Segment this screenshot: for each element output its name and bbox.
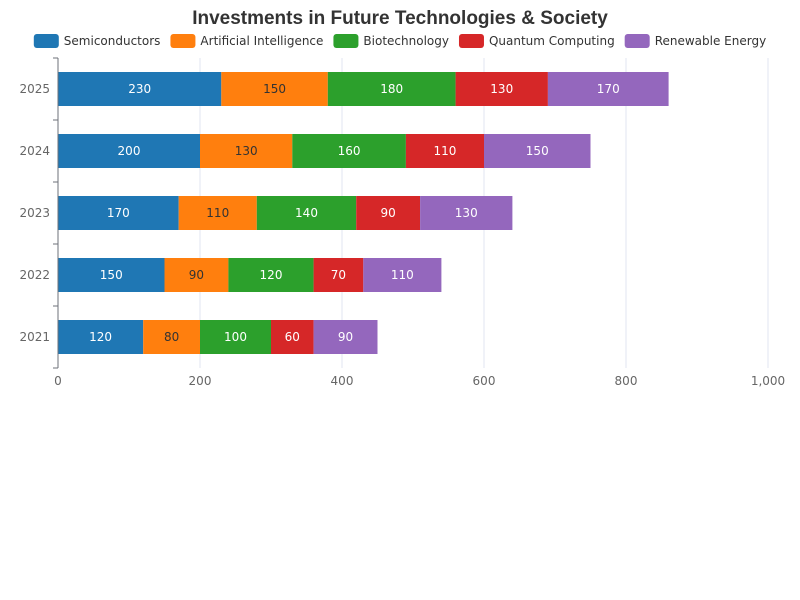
legend-swatch: [333, 34, 359, 48]
legend-item-renewable-energy[interactable]: Renewable Energy: [624, 34, 767, 48]
bar-renewable-energy-2025[interactable]: [547, 72, 669, 106]
bar-quantum-computing-2021[interactable]: [271, 320, 314, 354]
bar-renewable-energy-2022[interactable]: [363, 258, 442, 292]
bar-value-label: 230: [128, 82, 151, 96]
y-tick-label: 2022: [19, 268, 50, 282]
legend-swatch: [33, 34, 59, 48]
bar-value-label: 130: [235, 144, 258, 158]
bar-biotechnology-2025[interactable]: [327, 72, 456, 106]
bar-value-label: 130: [455, 206, 478, 220]
y-tick-label: 2023: [19, 206, 50, 220]
y-tick-label: 2024: [19, 144, 50, 158]
bar-value-label: 130: [490, 82, 513, 96]
bar-artificial-intelligence-2022[interactable]: [164, 258, 229, 292]
bar-artificial-intelligence-2021[interactable]: [143, 320, 200, 354]
bar-semiconductors-2021[interactable]: [58, 320, 144, 354]
bar-quantum-computing-2022[interactable]: [313, 258, 364, 292]
x-tick-label: 400: [331, 374, 354, 388]
legend-label: Quantum Computing: [489, 34, 615, 48]
bar-value-label: 90: [338, 330, 353, 344]
legend-swatch: [624, 34, 650, 48]
bar-value-label: 120: [89, 330, 112, 344]
legend-label: Artificial Intelligence: [200, 34, 323, 48]
legend-swatch: [458, 34, 484, 48]
bar-value-label: 170: [107, 206, 130, 220]
chart-title: Investments in Future Technologies & Soc…: [192, 8, 608, 29]
x-tick-label: 0: [54, 374, 62, 388]
bar-value-label: 80: [164, 330, 179, 344]
bar-biotechnology-2021[interactable]: [200, 320, 271, 354]
bar-value-label: 150: [526, 144, 549, 158]
bar-value-label: 180: [380, 82, 403, 96]
bar-artificial-intelligence-2024[interactable]: [200, 134, 293, 168]
bar-semiconductors-2022[interactable]: [58, 258, 165, 292]
bar-row-2023: 170 110 140 90 130: [58, 196, 513, 230]
bar-artificial-intelligence-2025[interactable]: [221, 72, 328, 106]
bar-value-label: 100: [224, 330, 247, 344]
bar-value-label: 200: [118, 144, 141, 158]
bar-value-label: 140: [295, 206, 318, 220]
bar-biotechnology-2023[interactable]: [256, 196, 357, 230]
bar-artificial-intelligence-2023[interactable]: [178, 196, 257, 230]
x-tick-label: 200: [189, 374, 212, 388]
legend-item-biotechnology[interactable]: Biotechnology: [333, 34, 449, 48]
bar-value-label: 60: [285, 330, 300, 344]
bar-value-label: 90: [189, 268, 204, 282]
bar-row-2022: 150 90 120 70 110: [58, 258, 442, 292]
bar-renewable-energy-2024[interactable]: [484, 134, 591, 168]
y-tick-label: 2021: [19, 330, 50, 344]
legend: Semiconductors Artificial Intelligence Bio…: [33, 34, 767, 48]
bar-row-2024: 200 130 160 110 150: [58, 134, 591, 168]
bar-biotechnology-2022[interactable]: [228, 258, 314, 292]
bar-biotechnology-2024[interactable]: [292, 134, 406, 168]
bar-row-2021: 120 80 100 60 90: [58, 320, 378, 354]
bar-value-label: 110: [433, 144, 456, 158]
bar-quantum-computing-2024[interactable]: [405, 134, 484, 168]
bar-renewable-energy-2023[interactable]: [420, 196, 513, 230]
x-tick-label: 800: [615, 374, 638, 388]
legend-item-artificial-intelligence[interactable]: Artificial Intelligence: [170, 34, 323, 48]
bar-value-label: 110: [391, 268, 414, 282]
bar-quantum-computing-2025[interactable]: [455, 72, 548, 106]
bar-value-label: 150: [263, 82, 286, 96]
x-tick-label: 600: [473, 374, 496, 388]
bar-value-label: 90: [381, 206, 396, 220]
legend-item-quantum-computing[interactable]: Quantum Computing: [458, 34, 615, 48]
bar-quantum-computing-2023[interactable]: [356, 196, 421, 230]
legend-label: Renewable Energy: [655, 34, 767, 48]
legend-label: Biotechnology: [363, 34, 449, 48]
bar-row-2025: 230 150 180 130 170: [58, 72, 669, 106]
bar-value-label: 70: [331, 268, 346, 282]
x-tick-label: 1,000: [751, 374, 785, 388]
legend-swatch: [170, 34, 196, 48]
bar-value-label: 170: [597, 82, 620, 96]
legend-label: Semiconductors: [64, 34, 161, 48]
legend-item-semiconductors[interactable]: Semiconductors: [33, 34, 161, 48]
bar-renewable-energy-2021[interactable]: [313, 320, 378, 354]
bar-semiconductors-2025[interactable]: [58, 72, 222, 106]
bar-value-label: 160: [338, 144, 361, 158]
bar-value-label: 120: [260, 268, 283, 282]
bar-semiconductors-2024[interactable]: [58, 134, 200, 168]
y-tick-label: 2025: [19, 82, 50, 96]
bar-semiconductors-2023[interactable]: [58, 196, 179, 230]
bar-value-label: 150: [100, 268, 123, 282]
axes: 2021 2022 2023 2024 2025 0 200 400 600 800 1,000: [19, 57, 785, 388]
bar-value-label: 110: [206, 206, 229, 220]
